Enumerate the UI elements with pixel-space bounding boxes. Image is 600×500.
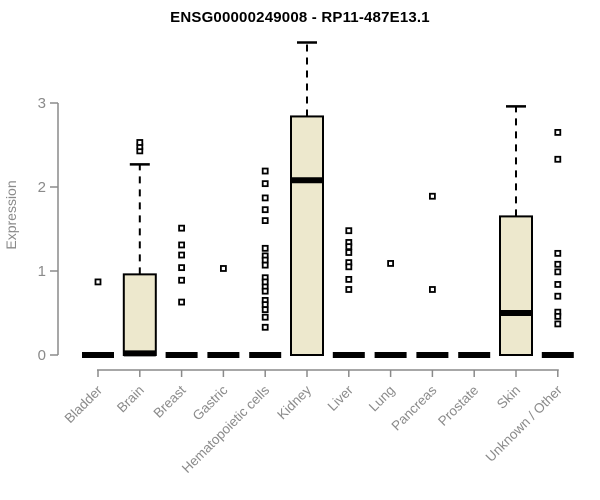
- outlier-point: [261, 194, 269, 202]
- outlier-point: [554, 249, 562, 257]
- outlier-point: [178, 276, 186, 284]
- outlier-point: [387, 260, 395, 267]
- outlier-point: [261, 180, 269, 188]
- outlier-point: [261, 306, 269, 314]
- outlier-point: [178, 241, 186, 249]
- box-rect: [290, 115, 324, 356]
- boxplot-breast: [165, 224, 198, 358]
- boxplot-unknown-other: [541, 128, 574, 358]
- outlier-point: [554, 260, 562, 268]
- outlier-point: [261, 167, 269, 175]
- outlier-point: [428, 192, 436, 200]
- outlier-point: [345, 286, 353, 293]
- x-tick-label-skin: Skin: [494, 383, 523, 412]
- outlier-point: [554, 268, 562, 276]
- outlier-point: [261, 261, 269, 269]
- outlier-point: [345, 243, 353, 251]
- x-tick-label-kidney: Kidney: [274, 382, 314, 422]
- outlier-point: [219, 265, 227, 272]
- outlier-point: [554, 155, 562, 163]
- outlier-point: [345, 263, 353, 271]
- outlier-point: [261, 217, 269, 225]
- outlier-point: [94, 278, 102, 286]
- boxplot-hematopoietic-cells: [249, 167, 282, 358]
- outlier-point: [554, 320, 562, 328]
- boxplot-bladder: [82, 278, 114, 358]
- outlier-point: [178, 224, 186, 232]
- boxplot-liver: [332, 227, 365, 358]
- x-tick-label-liver: Liver: [325, 382, 357, 414]
- outlier-point: [261, 323, 269, 331]
- outlier-point: [554, 128, 562, 136]
- outlier-point: [345, 275, 353, 283]
- outlier-point: [428, 286, 436, 293]
- box-rect: [499, 215, 533, 356]
- chart-title: ENSG00000249008 - RP11-487E13.1: [170, 9, 430, 26]
- outlier-point: [178, 264, 186, 272]
- x-tick-label-brain: Brain: [114, 383, 147, 416]
- y-tick-label: 2: [38, 179, 46, 196]
- x-tick-label-bladder: Bladder: [62, 382, 106, 426]
- outlier-point: [178, 251, 186, 259]
- x-tick-label-prostate: Prostate: [435, 383, 481, 429]
- outlier-point: [261, 313, 269, 321]
- boxplot-gastric: [207, 265, 240, 358]
- outlier-point: [261, 244, 269, 252]
- outlier-point: [178, 298, 186, 306]
- boxplot-skin: [499, 105, 533, 356]
- box-rect: [122, 273, 157, 356]
- boxplot-pancreas: [416, 192, 449, 358]
- boxplot-kidney: [290, 41, 324, 356]
- y-axis-title: Expression: [3, 180, 19, 249]
- y-tick-label: 0: [38, 347, 46, 364]
- x-tick-label-lung: Lung: [366, 383, 398, 415]
- x-tick-label-pancreas: Pancreas: [389, 382, 440, 433]
- outlier-point: [554, 281, 562, 288]
- outlier-point: [345, 249, 353, 256]
- outlier-point: [554, 312, 562, 320]
- outlier-point: [261, 287, 269, 295]
- y-tick-label: 3: [38, 95, 46, 112]
- outlier-point: [136, 139, 144, 146]
- outlier-point: [345, 227, 353, 235]
- y-tick-label: 1: [38, 263, 46, 280]
- x-tick-label-unknown-other: Unknown / Other: [483, 382, 566, 465]
- boxplot-brain: [122, 139, 157, 357]
- outlier-point: [554, 292, 562, 300]
- x-tick-label-breast: Breast: [151, 382, 189, 420]
- boxplot-lung: [374, 260, 407, 358]
- outlier-point: [261, 206, 269, 214]
- x-tick-label-gastric: Gastric: [190, 382, 231, 423]
